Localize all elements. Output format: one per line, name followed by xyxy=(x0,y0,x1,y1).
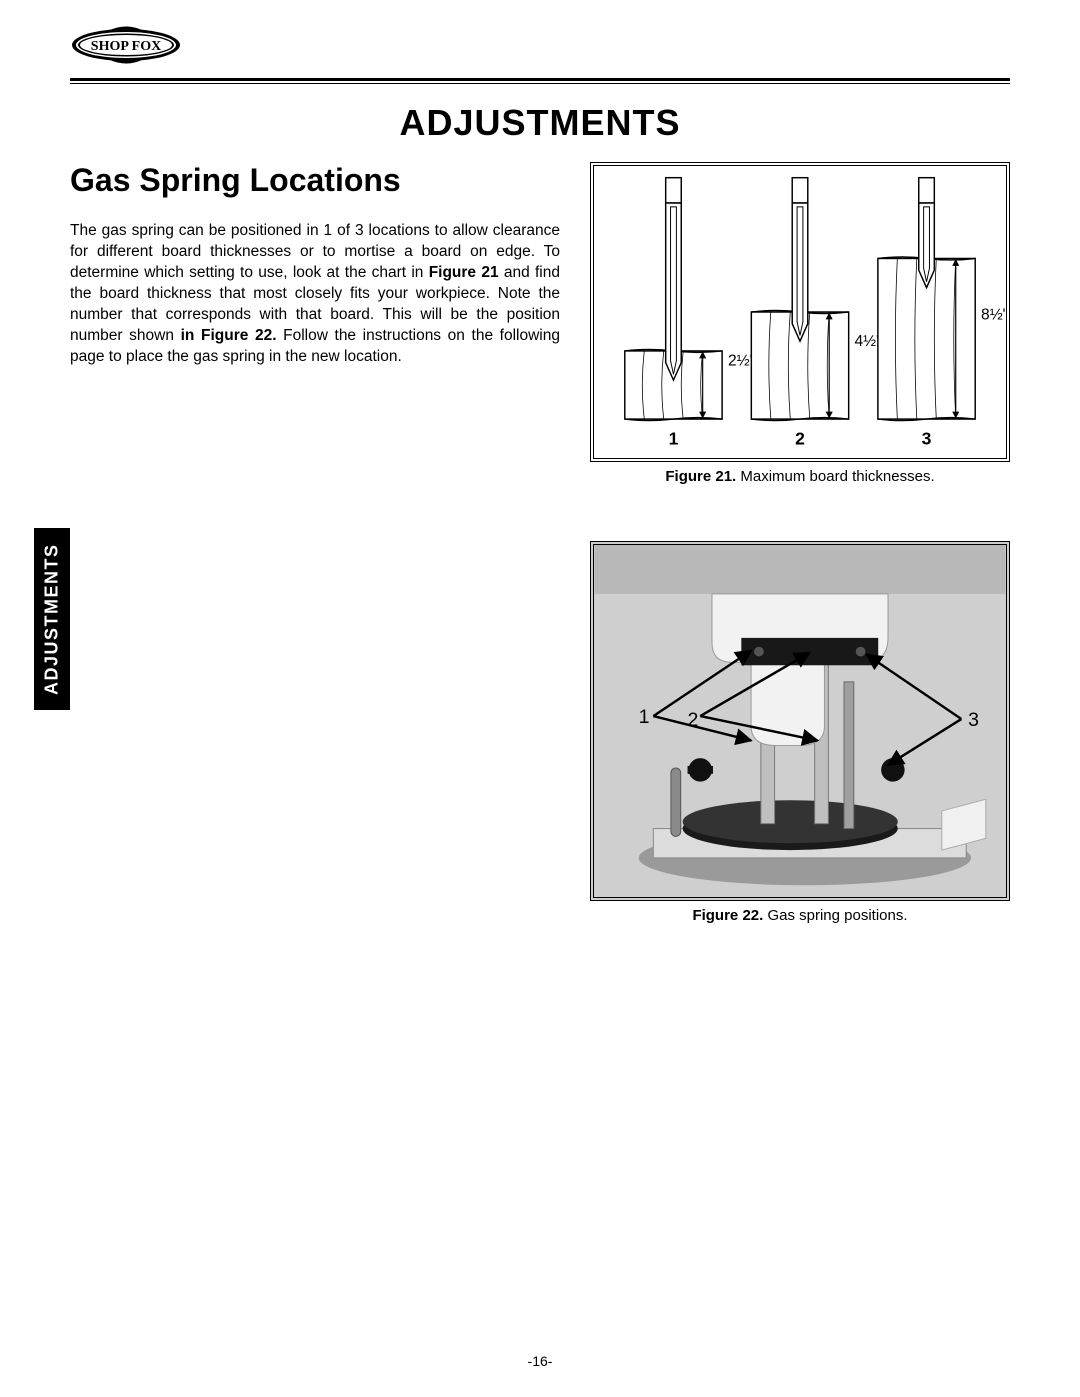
figure-ref: Figure 21 xyxy=(429,264,499,281)
header-rule xyxy=(70,78,1010,84)
svg-text:1: 1 xyxy=(639,706,650,728)
figure-caption-bold: Figure 22. xyxy=(692,907,763,924)
figure-21-caption: Figure 21. Maximum board thicknesses. xyxy=(590,468,1010,485)
svg-text:2: 2 xyxy=(688,709,699,731)
svg-text:8½": 8½" xyxy=(981,306,1006,323)
page-title: ADJUSTMENTS xyxy=(70,102,1010,144)
figure-caption-text: Maximum board thicknesses. xyxy=(736,468,934,485)
svg-text:SHOP FOX: SHOP FOX xyxy=(91,39,161,54)
figure-caption-text: Gas spring positions. xyxy=(763,907,907,924)
svg-text:2: 2 xyxy=(795,428,805,448)
figure-22-box: 1 2 3 xyxy=(590,541,1010,901)
svg-text:3: 3 xyxy=(968,709,979,731)
brand-logo: SHOP FOX xyxy=(70,25,1010,70)
figure-ref: in Figure 22. xyxy=(181,327,277,344)
body-paragraph: The gas spring can be positioned in 1 of… xyxy=(70,221,560,367)
figure-21-box: 2½"14½"28½"3 xyxy=(590,162,1010,462)
figure-caption-bold: Figure 21. xyxy=(665,468,736,485)
page-number: -16- xyxy=(0,1353,1080,1369)
section-title: Gas Spring Locations xyxy=(70,162,560,199)
svg-text:1: 1 xyxy=(669,428,679,448)
svg-text:3: 3 xyxy=(922,428,932,448)
side-tab-adjustments: ADJUSTMENTS xyxy=(34,528,70,710)
figure-22-caption: Figure 22. Gas spring positions. xyxy=(590,907,1010,924)
